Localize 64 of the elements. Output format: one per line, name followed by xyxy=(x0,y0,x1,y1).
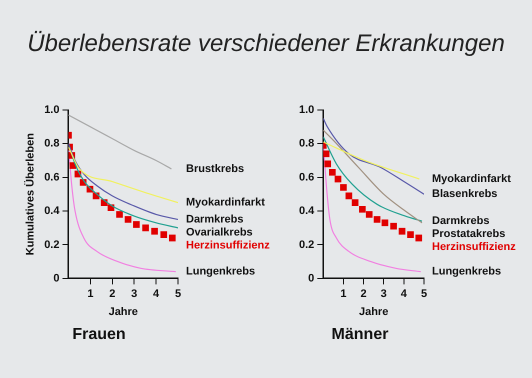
y-tick-label: 0.2 xyxy=(298,238,314,251)
series-label: Lungenkrebs xyxy=(186,266,256,278)
x-axis-title: Jahre xyxy=(358,306,388,318)
point xyxy=(151,228,158,235)
point xyxy=(340,184,347,191)
series-label: Darmkrebs xyxy=(186,213,244,226)
x-tick-label: 2 xyxy=(360,288,367,300)
point xyxy=(133,221,140,228)
point xyxy=(352,199,358,206)
point xyxy=(390,222,397,230)
x-tick-label: 3 xyxy=(131,288,138,300)
series-label: Herzinsuffizienz xyxy=(186,239,270,252)
point xyxy=(324,160,332,168)
line-series xyxy=(68,114,172,170)
y-tick-label: 0.2 xyxy=(44,238,60,251)
series-label: Ovarialkrebs xyxy=(186,226,253,238)
x-tick-label: 2 xyxy=(109,288,116,300)
y-tick-label: 0.6 xyxy=(298,171,314,184)
y-tick-label: 1.0 xyxy=(44,104,60,116)
point xyxy=(124,216,132,223)
point xyxy=(398,228,406,235)
text: Frauen xyxy=(72,326,126,343)
series-label: Prostatakrebs xyxy=(432,228,506,240)
x-tick-label: 1 xyxy=(87,288,94,300)
x-tick-label: 1 xyxy=(340,288,346,300)
point xyxy=(168,234,176,242)
point xyxy=(142,224,149,232)
y-tick-label: 0.8 xyxy=(298,138,314,150)
point xyxy=(415,234,422,242)
point xyxy=(323,150,330,158)
point xyxy=(374,216,380,223)
point xyxy=(160,231,168,238)
point xyxy=(407,231,414,238)
point xyxy=(116,211,123,218)
y-tick-label: 0 xyxy=(308,272,314,284)
y-tick-label: 0.4 xyxy=(44,205,60,218)
point xyxy=(334,176,342,182)
point xyxy=(359,206,366,213)
point xyxy=(382,220,388,226)
point xyxy=(366,211,373,218)
series-label: Blasenkrebs xyxy=(432,188,498,200)
x-tick-label: 4 xyxy=(400,288,408,300)
y-tick-label: 1.0 xyxy=(298,104,314,116)
y-tick-label: 0 xyxy=(53,272,60,284)
x-tick-label: 4 xyxy=(153,288,160,300)
y-tick-label: 0.8 xyxy=(44,138,60,150)
x-tick-label: 5 xyxy=(420,288,428,300)
series-label: Myokardinfarkt xyxy=(186,196,266,209)
x-axis-title: Jahre xyxy=(108,306,138,318)
x-tick-label: 3 xyxy=(380,288,387,300)
y-tick-label: 0.6 xyxy=(44,171,60,184)
y-tick-label: 0.4 xyxy=(298,205,316,218)
series-label: Brustkrebs xyxy=(186,162,244,175)
line-series xyxy=(323,118,424,195)
y-axis-title: Kumulatives Überleben xyxy=(24,132,37,256)
series-label: Lungenkrebs xyxy=(432,266,502,278)
series-label: Darmkrebs xyxy=(432,215,490,228)
series-label: Myokardinfarkt xyxy=(432,173,512,186)
x-tick-label: 5 xyxy=(174,288,182,300)
point xyxy=(346,192,352,200)
series-label: Herzinsuffizienz xyxy=(432,241,516,254)
text: Überlebensrate verschiedener Erkrankungen xyxy=(26,30,506,58)
point xyxy=(329,168,336,176)
text: Männer xyxy=(332,326,388,343)
